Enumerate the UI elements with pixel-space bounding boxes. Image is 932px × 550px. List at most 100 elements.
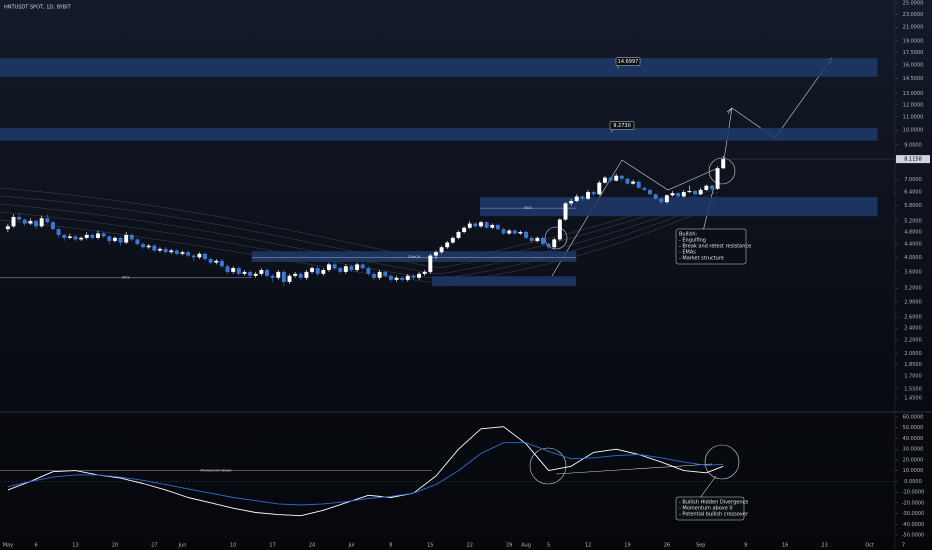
x-tick-label: 26 xyxy=(664,543,670,549)
candle-body xyxy=(107,236,112,241)
candle-body xyxy=(428,255,433,272)
candle-body xyxy=(96,233,100,238)
candle-body xyxy=(197,253,202,258)
candle-body xyxy=(22,219,27,224)
note-text: Bullish: xyxy=(679,232,698,238)
y-tick-label: 1.7000 xyxy=(904,374,922,380)
candle-body xyxy=(659,198,664,203)
candle-body xyxy=(118,237,123,243)
candle-body xyxy=(636,181,641,188)
candle-body xyxy=(681,192,686,197)
candle-body xyxy=(129,234,134,240)
candle-body xyxy=(597,182,602,195)
y-tick-label: 1.5500 xyxy=(904,386,922,392)
candle-body xyxy=(709,185,714,189)
candle-body xyxy=(225,266,230,272)
candle-body xyxy=(360,264,365,269)
x-tick-label: 29 xyxy=(506,543,512,549)
candle-body xyxy=(377,271,382,278)
x-tick-label: 13 xyxy=(72,543,78,549)
candle-body xyxy=(73,236,78,240)
candle-body xyxy=(236,268,241,274)
y-tick-label: 23.0000 xyxy=(903,12,924,18)
y-tick-label: 14.5000 xyxy=(903,76,924,82)
candle-body xyxy=(265,269,269,276)
candle-body xyxy=(479,222,483,227)
candle-body xyxy=(11,216,16,227)
candle-body xyxy=(338,268,343,272)
candle-body xyxy=(648,189,652,195)
candle-body xyxy=(366,268,371,274)
candle-body xyxy=(574,196,579,202)
candle-body xyxy=(546,244,551,248)
highlight-circle xyxy=(708,157,736,185)
y-tick-label: 4.0000 xyxy=(904,255,922,261)
level-label: BOS xyxy=(122,276,130,280)
candle-body xyxy=(490,224,495,228)
x-tick-label: 7 xyxy=(902,543,905,549)
candle-body xyxy=(5,226,10,230)
note-text: - Break and retest resistance xyxy=(679,244,751,250)
ema-line xyxy=(0,191,719,269)
x-tick-label: Aug xyxy=(521,543,531,549)
y-tick-label: 50.0000 xyxy=(903,425,924,431)
candle-body xyxy=(62,234,67,238)
candle-body xyxy=(141,244,146,248)
candle-body xyxy=(540,237,545,245)
candle-body xyxy=(180,252,185,254)
candle-body xyxy=(248,271,253,276)
candle-body xyxy=(45,218,50,223)
candle-body xyxy=(614,175,619,181)
ema-line xyxy=(0,199,719,280)
candle-body xyxy=(50,222,55,230)
candle-body xyxy=(90,234,95,238)
candle-body xyxy=(287,275,292,282)
candle-body xyxy=(625,178,630,184)
y-tick-label: 13.0000 xyxy=(903,91,924,97)
candle-body xyxy=(34,220,39,227)
candle-body xyxy=(79,237,84,240)
candle-body xyxy=(422,271,427,274)
x-tick-label: 17 xyxy=(269,543,275,549)
last-price-label: 8.1158 xyxy=(904,157,922,163)
zone-label: 14.6997 xyxy=(618,59,639,65)
x-tick-label: Jun xyxy=(178,543,187,549)
candle-body xyxy=(473,223,478,227)
y-tick-label: 17.5000 xyxy=(903,50,924,56)
y-tick-label: 4.8000 xyxy=(904,229,922,235)
note-text: - Bullish Hidden Divergence xyxy=(679,500,748,506)
candle-body xyxy=(586,192,591,199)
candle-body xyxy=(332,264,337,269)
candle-body xyxy=(315,268,320,274)
candle-body xyxy=(439,247,444,253)
y-tick-label: 2.9000 xyxy=(904,299,922,305)
y-tick-label: -10.0000 xyxy=(902,490,924,496)
candle-body xyxy=(191,255,196,258)
note-text: - Momentum above 0 xyxy=(679,506,733,512)
candle-body xyxy=(259,269,264,274)
candle-body xyxy=(135,239,140,245)
y-tick-label: 10.0000 xyxy=(903,128,924,134)
candle-body xyxy=(321,269,326,274)
candle-body xyxy=(484,222,489,228)
candle-body xyxy=(219,260,224,267)
candle-body xyxy=(642,187,647,190)
chart-title: HNTUSDT SPOT, 1D, BYBIT xyxy=(4,5,72,11)
candle-body xyxy=(721,159,726,169)
candle-body xyxy=(524,231,529,238)
x-tick-label: 22 xyxy=(467,543,473,549)
candle-body xyxy=(84,234,89,238)
candle-body xyxy=(146,245,151,248)
last-price-tag xyxy=(896,155,930,164)
candle-body xyxy=(462,227,467,232)
candle-body xyxy=(394,277,399,280)
candle-body xyxy=(535,237,540,241)
candle-body xyxy=(445,242,450,248)
candle-body xyxy=(693,190,698,195)
y-tick-label: 2.0000 xyxy=(904,351,922,357)
y-tick-label: -20.0000 xyxy=(902,500,924,506)
candle-body xyxy=(186,252,191,256)
candle-body xyxy=(355,264,360,270)
candle-body xyxy=(411,275,416,278)
candle-body xyxy=(552,239,557,248)
